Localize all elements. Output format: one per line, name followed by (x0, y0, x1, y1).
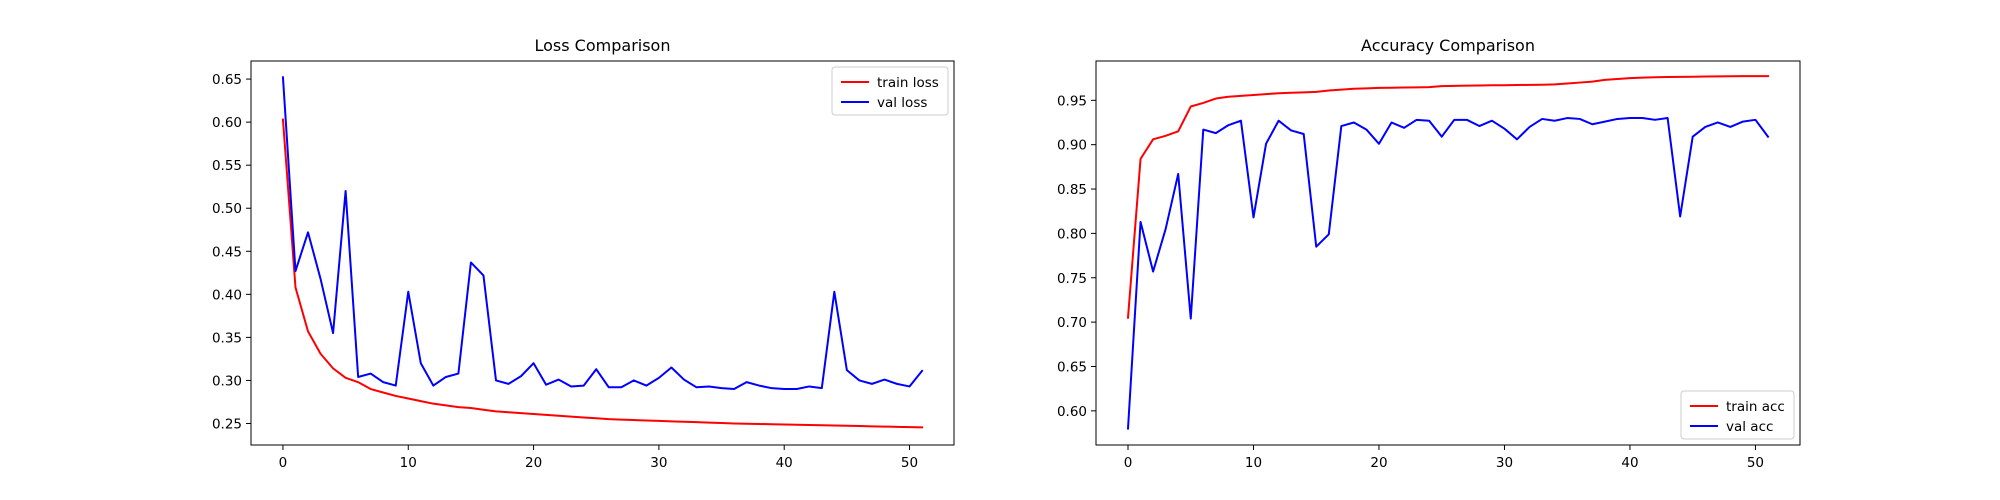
loss-legend-label: val loss (877, 95, 927, 111)
acc-y-tick-label: 0.75 (1057, 271, 1087, 287)
loss-x-tick-label: 0 (279, 455, 288, 471)
acc-series-line-val-acc (1126, 117, 1770, 430)
loss-axes-frame (250, 60, 955, 446)
acc-legend-label: train acc (1726, 399, 1785, 415)
loss-chart-title: Loss Comparison (535, 36, 671, 55)
acc-y-tick-label: 0.70 (1057, 315, 1087, 331)
acc-y-tick-label: 0.80 (1057, 226, 1087, 242)
acc-y-tick-label: 0.95 (1057, 93, 1087, 109)
acc-series-line-train-acc (1126, 75, 1769, 319)
acc-y-tick-label: 0.90 (1057, 138, 1087, 154)
accuracy-chart-title: Accuracy Comparison (1361, 36, 1535, 55)
loss-y-tick-label: 0.55 (212, 158, 242, 174)
loss-series-line-val-loss (281, 76, 924, 391)
loss-chart: Loss Comparison 0 10 20 30 40 50 0.25 0.30 0.35 0… (212, 36, 955, 471)
loss-x-tick-label: 10 (400, 455, 417, 471)
acc-y-tick-label: 0.85 (1057, 182, 1087, 198)
acc-x-tick-label: 40 (1621, 455, 1638, 471)
loss-y-tick-label: 0.35 (212, 330, 242, 346)
acc-legend-label: val acc (1726, 419, 1773, 435)
loss-y-tick-label: 0.30 (212, 373, 242, 389)
acc-legend: train acc val acc (1680, 390, 1795, 440)
loss-x-tick-label: 50 (901, 455, 918, 471)
acc-y-tick-label: 0.60 (1057, 404, 1087, 420)
acc-x-tick-label: 10 (1245, 455, 1262, 471)
loss-y-tick-label: 0.50 (212, 201, 242, 217)
loss-y-tick-label: 0.25 (212, 416, 242, 432)
loss-y-tick-label: 0.45 (212, 244, 242, 260)
loss-legend-label: train loss (877, 75, 939, 91)
acc-axes-frame (1095, 60, 1801, 446)
loss-series-line-train-loss (281, 118, 924, 429)
acc-x-tick-label: 0 (1124, 455, 1133, 471)
loss-x-tick-label: 40 (776, 455, 793, 471)
acc-x-tick-label: 30 (1496, 455, 1513, 471)
loss-x-tick-label: 30 (650, 455, 667, 471)
loss-y-tick-label: 0.65 (212, 72, 242, 88)
loss-y-tick-label: 0.40 (212, 287, 242, 303)
accuracy-chart: Accuracy Comparison 0 10 20 30 40 50 0.60 0.65 0… (1057, 36, 1801, 471)
loss-legend: train loss val loss (831, 66, 949, 116)
loss-x-tick-label: 20 (525, 455, 542, 471)
acc-x-tick-label: 20 (1370, 455, 1387, 471)
acc-y-tick-label: 0.65 (1057, 359, 1087, 375)
acc-x-tick-label: 50 (1747, 455, 1764, 471)
loss-y-tick-label: 0.60 (212, 115, 242, 131)
